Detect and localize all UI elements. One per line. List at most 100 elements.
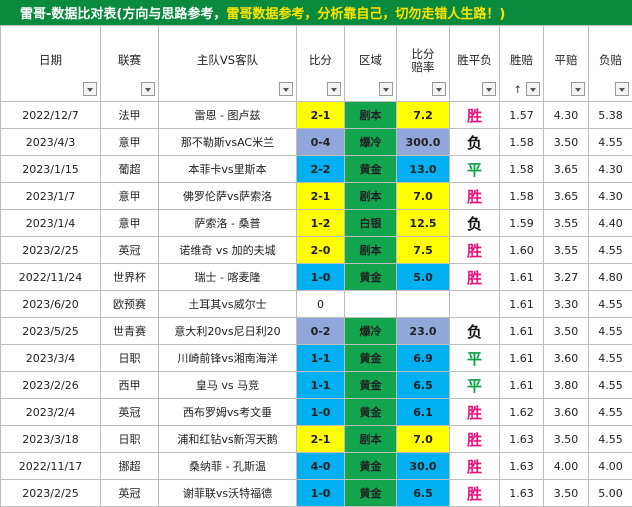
cell-win-odds[interactable]: 1.61 <box>500 318 544 345</box>
cell-lose-odds[interactable]: 4.55 <box>589 372 632 399</box>
cell-lose-odds[interactable]: 5.00 <box>589 480 632 507</box>
cell-match[interactable]: 西布罗姆vs考文垂 <box>159 399 297 426</box>
cell-score[interactable]: 1-1 <box>297 372 345 399</box>
cell-zone[interactable]: 爆冷 <box>345 318 397 345</box>
cell-league[interactable]: 法甲 <box>101 102 159 129</box>
cell-date[interactable]: 2022/11/17 <box>1 453 101 480</box>
cell-draw-odds[interactable]: 3.55 <box>544 237 589 264</box>
cell-lose-odds[interactable]: 4.55 <box>589 291 632 318</box>
cell-score[interactable]: 0 <box>297 291 345 318</box>
cell-lose-odds[interactable]: 4.55 <box>589 426 632 453</box>
cell-zone[interactable]: 黄金 <box>345 480 397 507</box>
cell-score[interactable]: 1-1 <box>297 345 345 372</box>
cell-result[interactable]: 胜 <box>450 399 500 426</box>
cell-score[interactable]: 2-1 <box>297 102 345 129</box>
cell-date[interactable]: 2023/2/4 <box>1 399 101 426</box>
cell-match[interactable]: 瑞士 - 喀麦隆 <box>159 264 297 291</box>
cell-date[interactable]: 2023/1/15 <box>1 156 101 183</box>
cell-league[interactable]: 挪超 <box>101 453 159 480</box>
cell-result[interactable]: 胜 <box>450 264 500 291</box>
cell-lose-odds[interactable]: 4.00 <box>589 453 632 480</box>
cell-win-odds[interactable]: 1.61 <box>500 264 544 291</box>
cell-date[interactable]: 2023/4/3 <box>1 129 101 156</box>
cell-score-odds[interactable]: 6.9 <box>397 345 450 372</box>
cell-win-odds[interactable]: 1.57 <box>500 102 544 129</box>
cell-result[interactable]: 胜 <box>450 102 500 129</box>
cell-win-odds[interactable]: 1.58 <box>500 156 544 183</box>
cell-league[interactable]: 英冠 <box>101 237 159 264</box>
cell-lose-odds[interactable]: 4.30 <box>589 156 632 183</box>
cell-zone[interactable]: 黄金 <box>345 156 397 183</box>
cell-lose-odds[interactable]: 4.80 <box>589 264 632 291</box>
cell-win-odds[interactable]: 1.60 <box>500 237 544 264</box>
cell-score-odds[interactable] <box>397 291 450 318</box>
filter-dropdown-icon[interactable] <box>279 82 293 96</box>
cell-date[interactable]: 2023/2/25 <box>1 237 101 264</box>
cell-win-odds[interactable]: 1.63 <box>500 426 544 453</box>
cell-draw-odds[interactable]: 3.80 <box>544 372 589 399</box>
cell-draw-odds[interactable]: 3.30 <box>544 291 589 318</box>
cell-match[interactable]: 桑纳菲 - 孔斯温 <box>159 453 297 480</box>
cell-win-odds[interactable]: 1.62 <box>500 399 544 426</box>
cell-draw-odds[interactable]: 3.50 <box>544 426 589 453</box>
cell-result[interactable]: 负 <box>450 210 500 237</box>
cell-score[interactable]: 1-2 <box>297 210 345 237</box>
cell-score-odds[interactable]: 7.0 <box>397 426 450 453</box>
cell-zone[interactable]: 剧本 <box>345 183 397 210</box>
cell-draw-odds[interactable]: 3.65 <box>544 156 589 183</box>
cell-zone[interactable]: 白银 <box>345 210 397 237</box>
cell-lose-odds[interactable]: 4.55 <box>589 318 632 345</box>
cell-match[interactable]: 谢菲联vs沃特福德 <box>159 480 297 507</box>
cell-league[interactable]: 世青赛 <box>101 318 159 345</box>
cell-win-odds[interactable]: 1.59 <box>500 210 544 237</box>
cell-match[interactable]: 浦和红钻vs新泻天鹅 <box>159 426 297 453</box>
cell-score-odds[interactable]: 7.5 <box>397 237 450 264</box>
cell-date[interactable]: 2023/6/20 <box>1 291 101 318</box>
cell-date[interactable]: 2022/11/24 <box>1 264 101 291</box>
cell-zone[interactable] <box>345 291 397 318</box>
cell-lose-odds[interactable]: 4.55 <box>589 345 632 372</box>
cell-match[interactable]: 萨索洛 - 桑普 <box>159 210 297 237</box>
cell-match[interactable]: 本菲卡vs里斯本 <box>159 156 297 183</box>
cell-result[interactable]: 平 <box>450 372 500 399</box>
cell-win-odds[interactable]: 1.61 <box>500 372 544 399</box>
cell-league[interactable]: 意甲 <box>101 183 159 210</box>
cell-score-odds[interactable]: 5.0 <box>397 264 450 291</box>
cell-result[interactable]: 胜 <box>450 183 500 210</box>
cell-league[interactable]: 日职 <box>101 426 159 453</box>
cell-zone[interactable]: 黄金 <box>345 264 397 291</box>
filter-dropdown-icon[interactable] <box>571 82 585 96</box>
cell-lose-odds[interactable]: 5.38 <box>589 102 632 129</box>
cell-draw-odds[interactable]: 3.50 <box>544 129 589 156</box>
cell-zone[interactable]: 黄金 <box>345 372 397 399</box>
cell-match[interactable]: 诺维奇 vs 加的夫城 <box>159 237 297 264</box>
cell-date[interactable]: 2023/5/25 <box>1 318 101 345</box>
cell-league[interactable]: 葡超 <box>101 156 159 183</box>
filter-dropdown-icon[interactable] <box>432 82 446 96</box>
cell-score-odds[interactable]: 6.1 <box>397 399 450 426</box>
cell-score-odds[interactable]: 300.0 <box>397 129 450 156</box>
cell-match[interactable]: 皇马 vs 马竞 <box>159 372 297 399</box>
cell-draw-odds[interactable]: 3.50 <box>544 480 589 507</box>
cell-lose-odds[interactable]: 4.55 <box>589 129 632 156</box>
cell-league[interactable]: 日职 <box>101 345 159 372</box>
filter-dropdown-icon[interactable] <box>327 82 341 96</box>
cell-draw-odds[interactable]: 3.60 <box>544 399 589 426</box>
filter-dropdown-icon[interactable] <box>83 82 97 96</box>
cell-win-odds[interactable]: 1.63 <box>500 480 544 507</box>
cell-win-odds[interactable]: 1.63 <box>500 453 544 480</box>
cell-lose-odds[interactable]: 4.55 <box>589 399 632 426</box>
cell-league[interactable]: 欧预赛 <box>101 291 159 318</box>
cell-match[interactable]: 那不勒斯vsAC米兰 <box>159 129 297 156</box>
cell-zone[interactable]: 黄金 <box>345 453 397 480</box>
cell-league[interactable]: 英冠 <box>101 480 159 507</box>
cell-result[interactable]: 胜 <box>450 480 500 507</box>
cell-draw-odds[interactable]: 3.60 <box>544 345 589 372</box>
cell-zone[interactable]: 黄金 <box>345 345 397 372</box>
